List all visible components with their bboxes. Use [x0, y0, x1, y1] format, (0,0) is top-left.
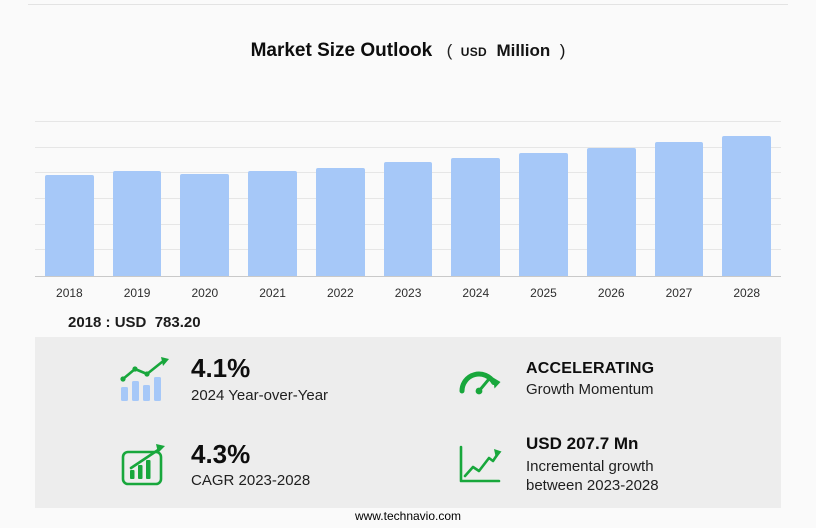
base-year-value: 2018 : USD 783.20: [68, 314, 201, 331]
x-tick-label: 2021: [259, 286, 286, 300]
bar-2022: [315, 168, 365, 276]
x-tick-label: 2024: [462, 286, 490, 300]
bar-2019: [112, 171, 162, 276]
page-title: Market Size Outlook ( USD Million ): [0, 40, 816, 62]
market-size-bar-chart: 2018 2019 2020 2021 2022 2023 2024 2025 2026 2027…: [35, 121, 781, 300]
stat-label: Growth Momentum: [526, 381, 654, 399]
plot-area: [35, 121, 781, 277]
x-tick-label: 2022: [326, 286, 354, 300]
x-tick-label: 2025: [530, 286, 557, 300]
stat-label: CAGR 2023-2028: [191, 472, 311, 490]
bar-2028: [722, 136, 772, 276]
incremental-growth-icon: [452, 444, 506, 486]
title-text: Market Size Outlook: [250, 40, 433, 61]
stat-value: 4.1%: [191, 353, 251, 384]
gridline: [35, 121, 781, 122]
stat-label: Incremental growth: [526, 457, 654, 475]
footer-url: www.technavio.com: [354, 509, 462, 523]
stat-cagr: 4.3% CAGR 2023-2028: [35, 423, 408, 509]
speedometer-icon: [452, 360, 506, 400]
bar-2025: [519, 153, 568, 276]
stat-label-line2: between 2023-2028: [526, 477, 659, 495]
stat-momentum: ACCELERATING Growth Momentum: [408, 337, 781, 423]
x-tick-label: 2027: [665, 286, 693, 300]
x-tick-label: 2019: [123, 286, 151, 300]
cagr-framed-chart-icon: [117, 443, 171, 487]
title-currency: USD: [460, 45, 488, 59]
bar-2027: [654, 142, 704, 276]
title-unit: Million: [496, 41, 551, 60]
x-tick-label: 2018: [56, 286, 83, 300]
stat-value: USD 207.7 Mn: [526, 434, 639, 454]
bar-2026: [586, 148, 636, 276]
gridline: [35, 146, 781, 148]
bar-2021: [248, 171, 297, 276]
bar-series: [45, 122, 772, 276]
x-tick-label: 2023: [394, 286, 422, 300]
bar-2018: [45, 175, 94, 276]
title-open-paren: (: [446, 41, 453, 60]
x-tick-label: 2026: [597, 286, 625, 300]
bar-2023: [383, 162, 433, 276]
top-divider: [28, 4, 788, 5]
title-close-paren: ): [559, 41, 566, 60]
x-axis-labels: 2018 2019 2020 2021 2022 2023 2024 2025 2026 2027…: [35, 286, 781, 300]
stats-panel: 4.1% 2024 Year-over-Year ACCELERATING Gr…: [35, 337, 781, 508]
stat-yoy: 4.1% 2024 Year-over-Year: [35, 337, 408, 423]
x-tick-label: 2020: [191, 286, 219, 300]
stat-incremental: USD 207.7 Mn Incremental growth between …: [408, 423, 781, 509]
stat-label: 2024 Year-over-Year: [191, 386, 329, 404]
bar-2024: [451, 158, 501, 276]
x-tick-label: 2028: [733, 286, 761, 300]
yoy-bar-chart-icon: [117, 356, 171, 403]
bar-2020: [180, 174, 230, 276]
stat-value: ACCELERATING: [526, 359, 655, 377]
stat-value: 4.3%: [191, 438, 251, 469]
